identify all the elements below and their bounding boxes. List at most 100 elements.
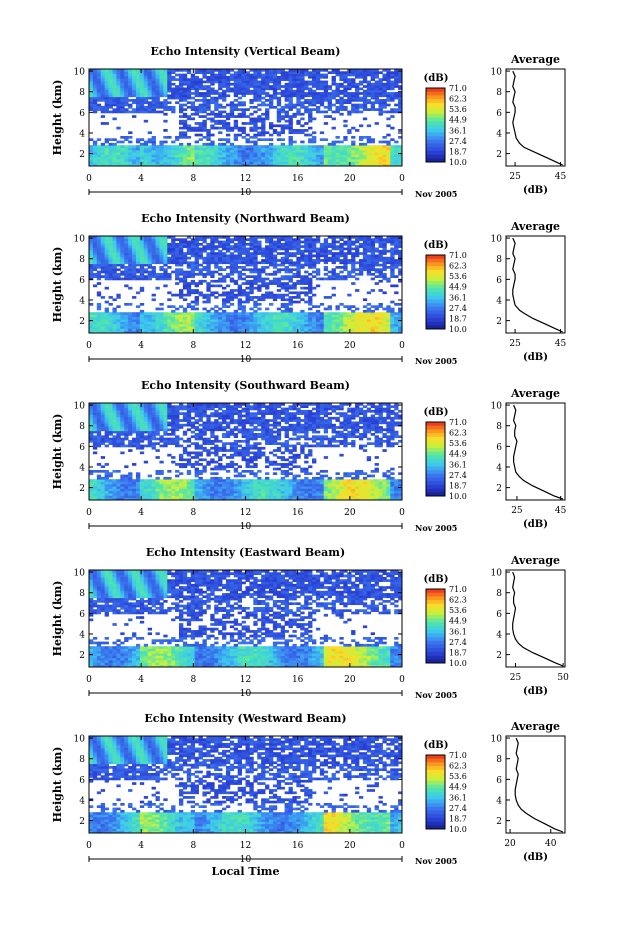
heat-cell [178, 105, 184, 109]
heat-cell [300, 319, 305, 322]
heat-cell [276, 101, 282, 105]
heat-cell [319, 252, 325, 255]
heat-cell [92, 284, 98, 288]
heat-cell [370, 249, 376, 253]
heat-cell [292, 73, 297, 77]
heat-cell [394, 75, 399, 79]
heat-cell [288, 75, 293, 79]
heat-cell [155, 154, 160, 158]
heat-cell [284, 154, 289, 158]
heat-cell [104, 314, 109, 318]
heat-cell [378, 87, 383, 91]
heat-cell [268, 259, 274, 262]
heat-cell [343, 252, 348, 255]
heat-cell [128, 156, 133, 160]
heat-cell [351, 321, 356, 325]
heat-cell [319, 247, 325, 251]
heat-cell [237, 286, 242, 290]
heat-cell [186, 117, 192, 121]
heat-cell [319, 145, 325, 148]
heat-cell [100, 256, 106, 260]
heat-cell [120, 428, 125, 432]
heat-cell [351, 314, 356, 318]
heat-cell [355, 289, 360, 292]
heat-cell [386, 140, 391, 144]
heat-cell [175, 270, 180, 274]
heat-cell [178, 163, 184, 167]
heat-cell [323, 240, 329, 244]
heat-cell [382, 78, 387, 81]
heat-cell [155, 314, 160, 318]
heat-cell [319, 149, 325, 153]
heat-cell [89, 416, 94, 420]
heat-cell [100, 85, 106, 88]
heat-cell [343, 99, 348, 102]
heat-cell [92, 261, 98, 265]
heat-cell [268, 124, 274, 128]
heat-cell [104, 149, 109, 153]
heat-cell [167, 163, 172, 167]
heat-cell [292, 319, 297, 322]
heat-cell [323, 96, 329, 100]
heat-cell [214, 245, 219, 248]
heat-cell [288, 96, 293, 100]
heat-cell [296, 328, 301, 332]
heat-cell [237, 85, 242, 88]
heat-cell [120, 85, 125, 88]
heat-cell [100, 323, 106, 327]
heat-cell [292, 296, 297, 299]
heat-cell [96, 254, 102, 258]
heat-cell [292, 247, 297, 251]
heat-cell [319, 69, 325, 72]
heat-cell [147, 236, 152, 239]
heat-cell [304, 82, 309, 86]
heat-cell [116, 435, 121, 439]
heat-cell [382, 330, 387, 334]
heat-cell [374, 256, 379, 260]
heat-cell [135, 326, 141, 329]
heat-cell [280, 73, 286, 77]
heat-cell [147, 94, 152, 98]
heat-cell [308, 80, 313, 84]
heat-cell [378, 78, 383, 81]
heat-cell [96, 75, 102, 79]
heat-cell [89, 263, 94, 267]
heat-cell [198, 152, 203, 155]
heat-cell [339, 277, 344, 281]
heat-cell [135, 140, 141, 144]
heat-cell [128, 268, 133, 272]
heat-cell [100, 435, 106, 439]
heat-cell [362, 261, 368, 265]
heat-cell [194, 129, 199, 132]
heat-cell [178, 73, 184, 77]
heat-cell [280, 149, 286, 153]
heat-cell [323, 307, 329, 311]
heat-cell [374, 108, 379, 111]
heat-cell [190, 305, 196, 308]
heat-cell [315, 236, 321, 239]
heat-cell [272, 266, 278, 269]
heat-cell [241, 240, 246, 244]
heat-cell [300, 249, 305, 253]
heat-cell [366, 272, 372, 276]
heat-cell [186, 291, 192, 295]
heat-cell [202, 321, 207, 325]
heat-cell [222, 330, 227, 334]
heat-cell [194, 266, 199, 269]
heat-cell [323, 115, 329, 118]
heat-cell [257, 242, 262, 246]
heat-cell [214, 119, 219, 123]
heat-cell [343, 321, 348, 325]
heat-cell [257, 80, 262, 84]
heat-cell [253, 126, 258, 130]
heat-cell [253, 254, 258, 258]
heat-cell [245, 330, 250, 334]
heat-cell [315, 94, 321, 98]
heat-cell [394, 92, 399, 95]
heat-cell [89, 161, 94, 165]
heat-cell [245, 263, 250, 267]
day-label: 10 [240, 355, 252, 365]
profile-line [512, 237, 563, 333]
heat-cell [351, 156, 356, 160]
heat-cell [382, 73, 387, 77]
